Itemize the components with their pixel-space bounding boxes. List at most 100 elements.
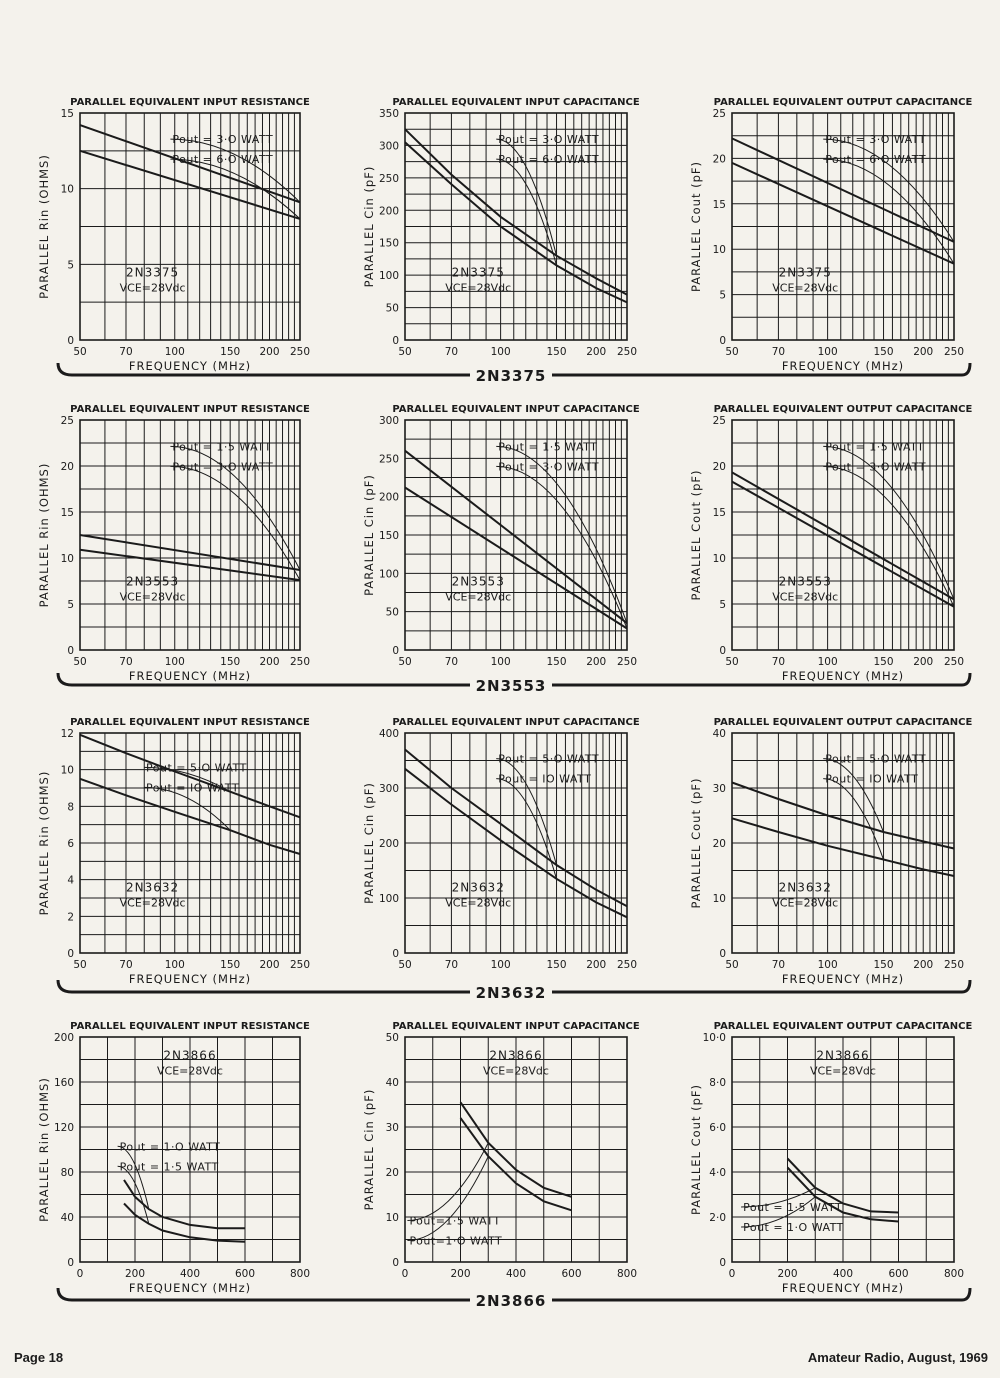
x-tick-label: 100	[818, 959, 838, 971]
legend-entry: Pout = 3·O WATT	[825, 133, 926, 146]
x-tick-label: 200	[586, 656, 606, 668]
y-tick-label: 20	[386, 1167, 399, 1179]
series-line-1	[731, 781, 955, 850]
device-label: 2N3375	[779, 265, 832, 279]
series-line-2	[786, 1166, 899, 1223]
x-tick-label: 250	[290, 656, 310, 668]
chart-panel: PARALLEL EQUIVALENT INPUT RESISTANCE 0 200…	[37, 1021, 310, 1295]
device-label: 2N3632	[779, 880, 832, 894]
x-tick-label: 600	[888, 1268, 908, 1280]
y-tick-label: 0	[67, 948, 74, 960]
y-tick-label: 10	[386, 1212, 399, 1224]
section-bracket: 2N3553	[56, 672, 972, 695]
chart-panel: PARALLEL EQUIVALENT INPUT CAPACITANCE 50 7…	[362, 404, 640, 668]
legend-entry: Pout=1·5 WATT	[409, 1215, 500, 1228]
x-tick-label: 200	[586, 959, 606, 971]
chart-title: PARALLEL EQUIVALENT INPUT CAPACITANCE	[392, 717, 639, 728]
legend-pointer	[407, 1142, 489, 1221]
x-tick-label: 50	[398, 656, 411, 668]
section-bracket: 2N3375	[56, 362, 972, 385]
y-tick-label: 0	[719, 645, 726, 657]
grid	[405, 113, 627, 340]
y-tick-label: 0	[719, 335, 726, 347]
chart-title: PARALLEL EQUIVALENT INPUT CAPACITANCE	[392, 97, 639, 108]
series-line-2	[731, 161, 955, 265]
x-tick-label: 200	[125, 1268, 145, 1280]
vce-label: VCE=28Vdc	[120, 896, 186, 909]
chart-panel: PARALLEL EQUIVALENT INPUT CAPACITANCE 50 7…	[362, 97, 640, 358]
legend-entry: Pout = 6·O WATT	[825, 153, 926, 166]
bracket-label-bg	[470, 365, 552, 385]
x-tick-label: 250	[944, 656, 964, 668]
legend-entry: Pout = 3·O WATT	[825, 460, 926, 473]
legend-entry: Pout = 3·O WATT	[498, 460, 599, 473]
x-tick-label: 250	[617, 656, 637, 668]
x-tick-label: 0	[77, 1268, 84, 1280]
x-tick-label: 50	[73, 346, 86, 358]
legend-pointer	[823, 138, 955, 243]
x-tick-label: 800	[290, 1268, 310, 1280]
x-tick-label: 50	[73, 656, 86, 668]
series-line-2	[123, 1202, 246, 1243]
legend-pointer	[496, 778, 557, 879]
y-tick-label: 400	[379, 728, 399, 740]
x-tick-label: 150	[874, 959, 894, 971]
vce-label: VCE=28Vdc	[120, 591, 186, 604]
y-tick-label: 5	[67, 599, 74, 611]
plot-frame	[79, 732, 301, 954]
grid	[732, 420, 954, 650]
series-line-2	[731, 480, 955, 608]
y-tick-label: 10	[61, 765, 74, 777]
device-label: 2N3632	[126, 880, 179, 894]
y-tick-label: 0	[392, 335, 399, 347]
chart-title: PARALLEL EQUIVALENT INPUT CAPACITANCE	[392, 1021, 639, 1032]
chart-title: PARALLEL EQUIVALENT INPUT RESISTANCE	[70, 717, 310, 728]
legend-entry: Pout = 3·O WATT	[498, 133, 599, 146]
x-tick-label: 100	[165, 346, 185, 358]
y-tick-label: 80	[61, 1167, 74, 1179]
plot-frame	[731, 1036, 955, 1263]
x-tick-label: 150	[220, 656, 240, 668]
x-axis-label: FREQUENCY (MHz)	[782, 972, 904, 986]
x-tick-label: 250	[290, 346, 310, 358]
y-tick-label: 10	[713, 553, 726, 565]
x-tick-label: 70	[772, 656, 785, 668]
legend-pointer	[496, 138, 557, 256]
legend-pointer	[117, 1145, 150, 1210]
section-label: 2N3375	[476, 367, 547, 385]
series-line-2	[79, 548, 301, 582]
x-tick-label: 100	[818, 656, 838, 668]
x-tick-label: 150	[874, 656, 894, 668]
legend-pointer	[496, 758, 557, 866]
publication-line: Amateur Radio, August, 1969	[807, 1350, 988, 1365]
series-line-2	[404, 486, 628, 630]
device-label: 2N3866	[489, 1049, 542, 1063]
bracket-label-bg	[470, 982, 552, 1002]
legend-pointer	[741, 1196, 816, 1228]
x-axis-label: FREQUENCY (MHz)	[782, 359, 904, 373]
grid	[405, 420, 627, 650]
series-line-2	[459, 1117, 572, 1212]
y-tick-label: 2·0	[709, 1212, 726, 1224]
y-tick-label: 20	[713, 153, 726, 165]
y-axis-label: PARALLEL Rin (OHMS)	[37, 771, 51, 916]
chart-panel: PARALLEL EQUIVALENT INPUT RESISTANCE 50 70…	[37, 717, 310, 986]
y-tick-label: 40	[61, 1212, 74, 1224]
chart-title: PARALLEL EQUIVALENT OUTPUT CAPACITANCE	[714, 717, 973, 728]
legend-entry: Pout = 3·O WATT	[172, 133, 273, 146]
y-tick-label: 10·0	[703, 1032, 726, 1044]
y-tick-label: 25	[713, 415, 726, 427]
y-tick-label: 300	[379, 415, 399, 427]
series-line-2	[79, 777, 301, 855]
x-tick-label: 150	[547, 959, 567, 971]
y-tick-label: 300	[379, 783, 399, 795]
x-tick-label: 200	[586, 346, 606, 358]
y-tick-label: 50	[386, 303, 399, 315]
y-tick-label: 15	[713, 507, 726, 519]
y-tick-label: 6	[67, 838, 74, 850]
y-tick-label: 160	[54, 1077, 74, 1089]
y-tick-label: 4·0	[709, 1167, 726, 1179]
y-tick-label: 250	[379, 453, 399, 465]
x-tick-label: 100	[491, 959, 511, 971]
